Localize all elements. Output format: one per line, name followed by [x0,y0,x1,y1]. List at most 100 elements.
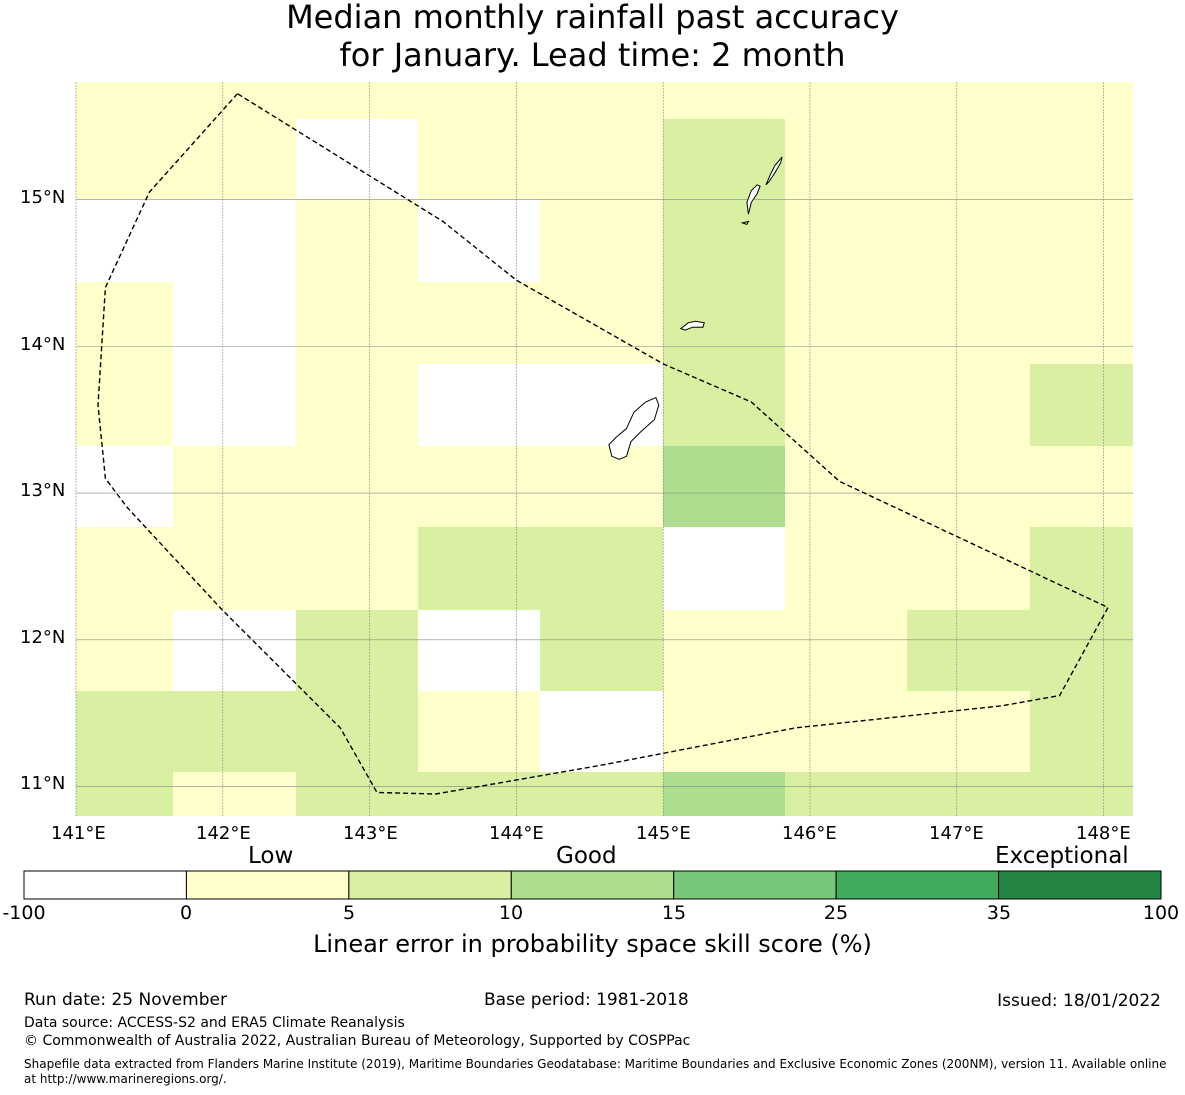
grid-cell [173,446,296,527]
grid-cell [296,691,418,772]
colorbar-tick-label: 0 [179,902,193,924]
grid-cell [540,446,663,527]
island-guam [608,396,660,460]
category-label-exceptional: Exceptional [995,843,1129,869]
grid-cell [296,199,418,282]
lon-tick-label: 142°E [196,823,251,844]
grid-cell [296,610,418,691]
grid-cell [173,527,296,610]
eez-boundary [97,93,1109,795]
grid-cell [296,446,418,527]
lon-tick-label: 146°E [782,823,837,844]
colorbar-swatch [185,870,350,900]
grid-cell [907,82,1030,119]
grid-cell [663,199,785,282]
grid-cell [663,610,785,691]
grid-cell [296,527,418,610]
grid-cell [173,119,296,199]
island-outlines [608,156,783,460]
grid-cell [663,119,785,199]
grid-cell [1030,119,1133,199]
grid-cell [907,119,1030,199]
lat-tick-label: 14°N [20,334,66,355]
grid-cell [173,82,296,119]
grid-cell [907,610,1030,691]
colorbar-swatch [673,870,837,900]
grid-cell [1030,691,1133,772]
grid-cell [663,82,785,119]
colorbar-swatch [23,870,187,900]
grid-cell [1030,282,1133,364]
base-period: Base period: 1981-2018 [484,990,689,1010]
colorbar-swatch [835,870,1000,900]
grid-cell [540,527,663,610]
grid-cell [1030,610,1133,691]
lon-tick-label: 145°E [636,823,691,844]
grid-cell [785,527,907,610]
grid-cell [76,364,173,446]
grid-cell [785,282,907,364]
grid-cell [785,119,907,199]
grid-cell [418,199,540,282]
colorbar-swatch [348,870,512,900]
colorbar-tick-label: 15 [661,902,687,924]
colorbar-tick-label: 5 [342,902,356,924]
grid-cell [418,527,540,610]
colorbar-tick-label: -100 [2,902,46,924]
grid-cell [173,691,296,772]
grid-cell [173,364,296,446]
grid-cell [76,527,173,610]
lon-tick-label: 147°E [929,823,984,844]
grid-cell [663,282,785,364]
grid-cell [418,82,540,119]
grid-cell [76,119,173,199]
grid-cell [418,446,540,527]
issued-date: Issued: 18/01/2022 [997,991,1161,1011]
grid-cell [907,691,1030,772]
grid-cell [1030,82,1133,119]
grid-cell [1030,199,1133,282]
grid-cell [663,691,785,772]
lon-tick-label: 148°E [1076,823,1131,844]
chart-title-line-2: for January. Lead time: 2 month [339,36,846,74]
grid-cell [76,610,173,691]
grid-cell [76,691,173,772]
shapefile-credit-line-2: at http://www.marineregions.org/. [24,1072,227,1086]
island-saipan [765,156,783,186]
island-tinian [746,184,761,215]
lat-tick-label: 12°N [20,627,66,648]
grid-cell [418,691,540,772]
grid-cell [907,199,1030,282]
grid-cell [785,446,907,527]
grid-cell [1030,446,1133,527]
grid-cell [663,364,785,446]
grid-cell [173,610,296,691]
grid-cell [663,772,785,816]
grid-cell [785,82,907,119]
grid-cell [418,119,540,199]
skill-grid [76,82,1133,816]
grid-cell [76,82,173,119]
grid-cell [540,82,663,119]
grid-cell [907,527,1030,610]
map-gridlines [75,82,1133,816]
grid-cell [540,772,663,816]
grid-cell [173,772,296,816]
data-source: Data source: ACCESS-S2 and ERA5 Climate … [24,1015,405,1031]
grid-cell [1030,772,1133,816]
colorbar-title: Linear error in probability space skill … [313,930,872,958]
grid-cell [785,199,907,282]
grid-cell [1030,527,1133,610]
grid-cell [907,446,1030,527]
grid-cell [540,610,663,691]
lon-tick-label: 144°E [489,823,544,844]
grid-cell [1030,364,1133,446]
grid-cell [907,282,1030,364]
grid-cell [785,364,907,446]
grid-cell [418,364,540,446]
lon-tick-label: 141°E [51,823,106,844]
colorbar-tick-label: 35 [986,902,1012,924]
grid-cell [76,772,173,816]
grid-cell [540,119,663,199]
